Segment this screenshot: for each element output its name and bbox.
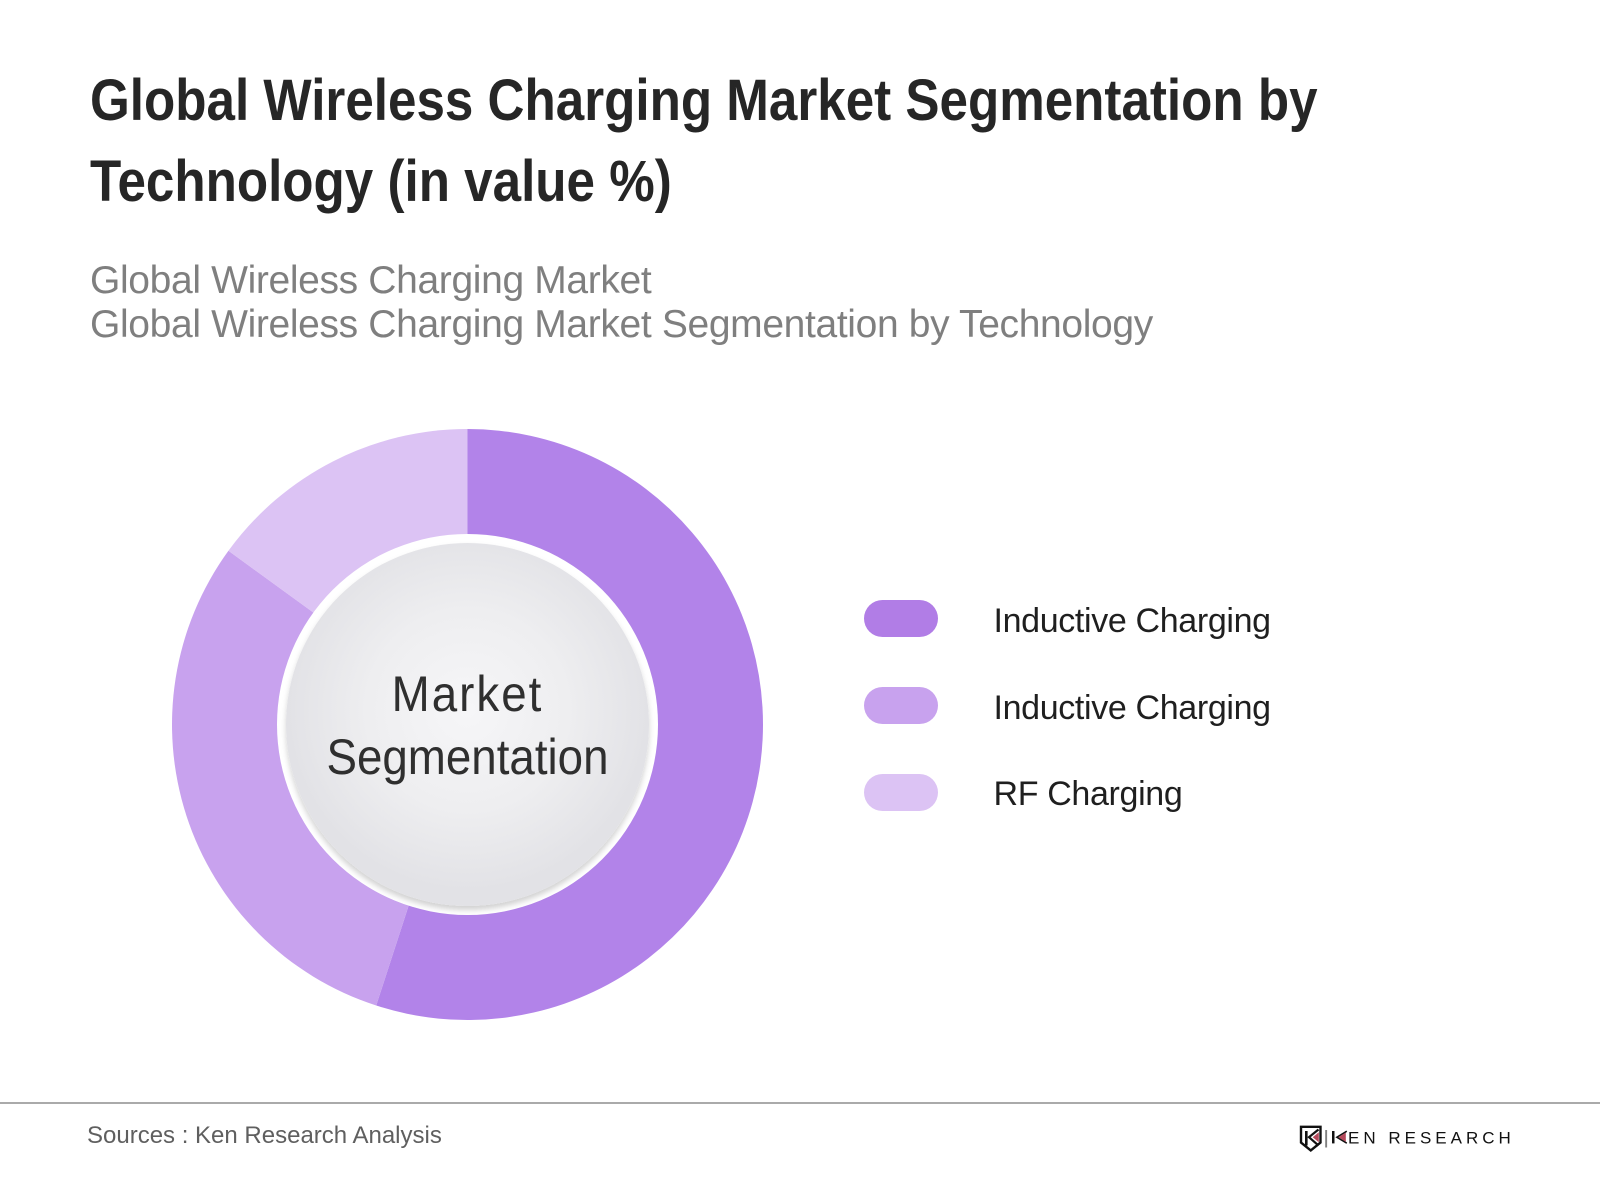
svg-text:EN RESEARCH: EN RESEARCH — [1348, 1128, 1515, 1147]
